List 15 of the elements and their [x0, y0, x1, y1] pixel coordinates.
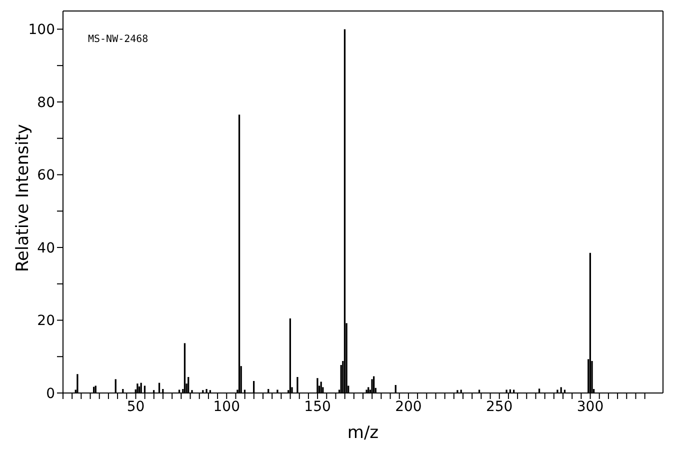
y-axis-title: Relative Intensity [13, 124, 34, 272]
y-tick-label: 60 [37, 168, 55, 184]
y-tick-label: 80 [37, 94, 55, 111]
y-tick-label: 40 [37, 240, 55, 256]
x-tick-label: 100 [213, 398, 240, 415]
y-tick-label: 0 [46, 386, 55, 402]
x-tick-label: 300 [576, 398, 604, 415]
y-tick-label: 20 [37, 313, 55, 330]
x-tick-label: 200 [395, 398, 422, 415]
x-axis-title: m/z [347, 423, 379, 443]
x-tick-label: 150 [304, 398, 331, 415]
x-tick-label: 250 [486, 398, 513, 415]
annotation: MS-NW-2468 [88, 34, 148, 45]
y-tick-label: 100 [28, 22, 55, 38]
x-tick-label: 50 [126, 398, 145, 415]
